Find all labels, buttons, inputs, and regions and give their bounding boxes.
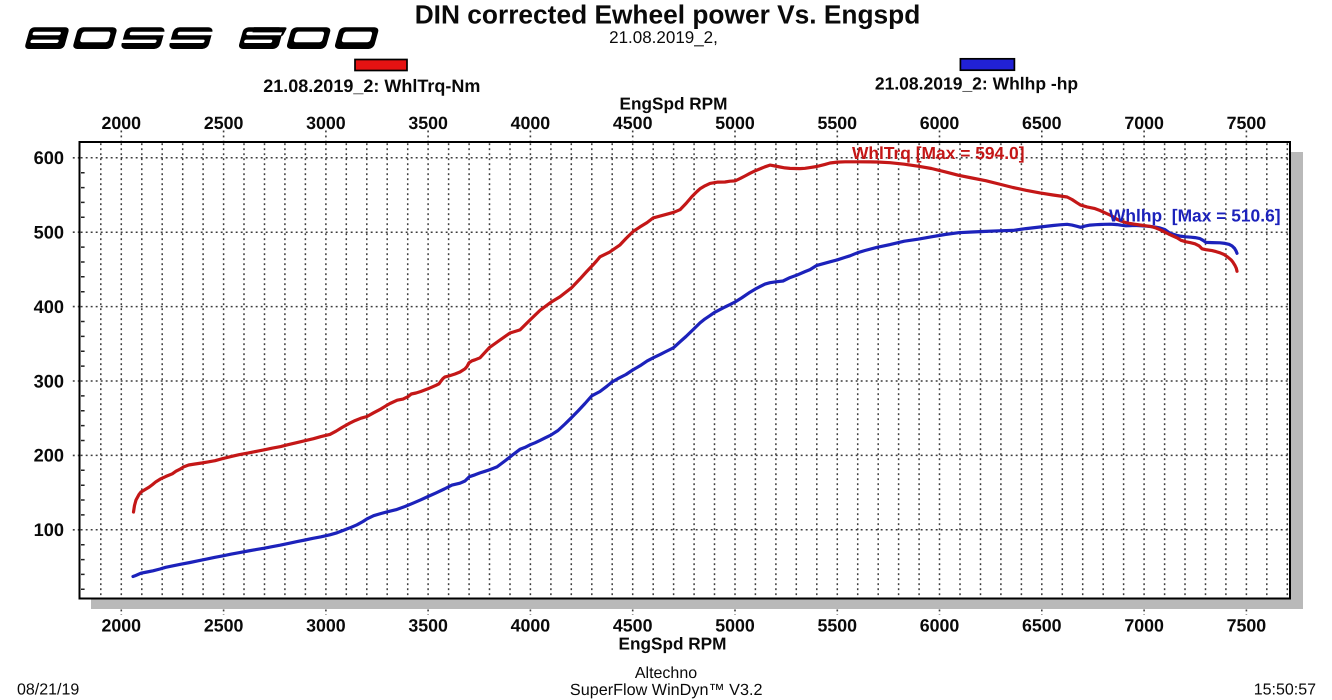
svg-text:5500: 5500 [818, 113, 858, 133]
svg-text:5500: 5500 [818, 616, 858, 636]
svg-text:3500: 3500 [408, 616, 448, 636]
svg-text:21.08.2019_2,: 21.08.2019_2, [609, 28, 718, 47]
svg-text:4500: 4500 [613, 113, 653, 133]
svg-text:3500: 3500 [408, 113, 448, 133]
svg-text:7500: 7500 [1227, 113, 1267, 133]
svg-text:5000: 5000 [715, 616, 755, 636]
svg-text:WhlTrq [Max = 594.0]: WhlTrq [Max = 594.0] [852, 143, 1025, 163]
svg-text:100: 100 [34, 520, 64, 540]
svg-text:EngSpd RPM: EngSpd RPM [619, 634, 727, 654]
svg-text:Whlhp [Max = 510.6]: Whlhp [Max = 510.6] [1109, 205, 1281, 225]
svg-text:DIN corrected Ewheel power Vs.: DIN corrected Ewheel power Vs. Engspd [415, 0, 921, 30]
svg-text:500: 500 [34, 223, 64, 243]
svg-text:7000: 7000 [1124, 113, 1164, 133]
svg-text:SuperFlow WinDyn™ V3.2: SuperFlow WinDyn™ V3.2 [570, 681, 763, 699]
svg-text:6000: 6000 [920, 616, 960, 636]
svg-text:3000: 3000 [306, 113, 346, 133]
svg-text:Altechno: Altechno [635, 665, 697, 682]
svg-text:7000: 7000 [1124, 616, 1164, 636]
svg-text:08/21/19: 08/21/19 [17, 682, 79, 699]
svg-text:4500: 4500 [613, 616, 653, 636]
svg-text:21.08.2019_2: Whlhp -hp: 21.08.2019_2: Whlhp -hp [875, 74, 1078, 94]
svg-text:2000: 2000 [102, 113, 142, 133]
svg-text:200: 200 [34, 446, 64, 466]
svg-text:3000: 3000 [306, 616, 346, 636]
svg-text:6500: 6500 [1022, 616, 1062, 636]
svg-text:7500: 7500 [1227, 616, 1267, 636]
svg-text:4000: 4000 [511, 616, 551, 636]
svg-text:2500: 2500 [204, 113, 244, 133]
svg-text:6500: 6500 [1022, 113, 1062, 133]
svg-text:21.08.2019_2: WhlTrq-Nm: 21.08.2019_2: WhlTrq-Nm [263, 76, 480, 96]
svg-text:400: 400 [34, 297, 64, 317]
svg-text:15:50:57: 15:50:57 [1254, 682, 1316, 699]
svg-text:4000: 4000 [511, 113, 551, 133]
svg-text:2500: 2500 [204, 616, 244, 636]
svg-text:5000: 5000 [715, 113, 755, 133]
svg-text:300: 300 [34, 371, 64, 391]
svg-text:EngSpd RPM: EngSpd RPM [620, 94, 728, 114]
svg-text:2000: 2000 [102, 616, 142, 636]
svg-text:6000: 6000 [920, 113, 960, 133]
svg-text:600: 600 [34, 148, 64, 168]
